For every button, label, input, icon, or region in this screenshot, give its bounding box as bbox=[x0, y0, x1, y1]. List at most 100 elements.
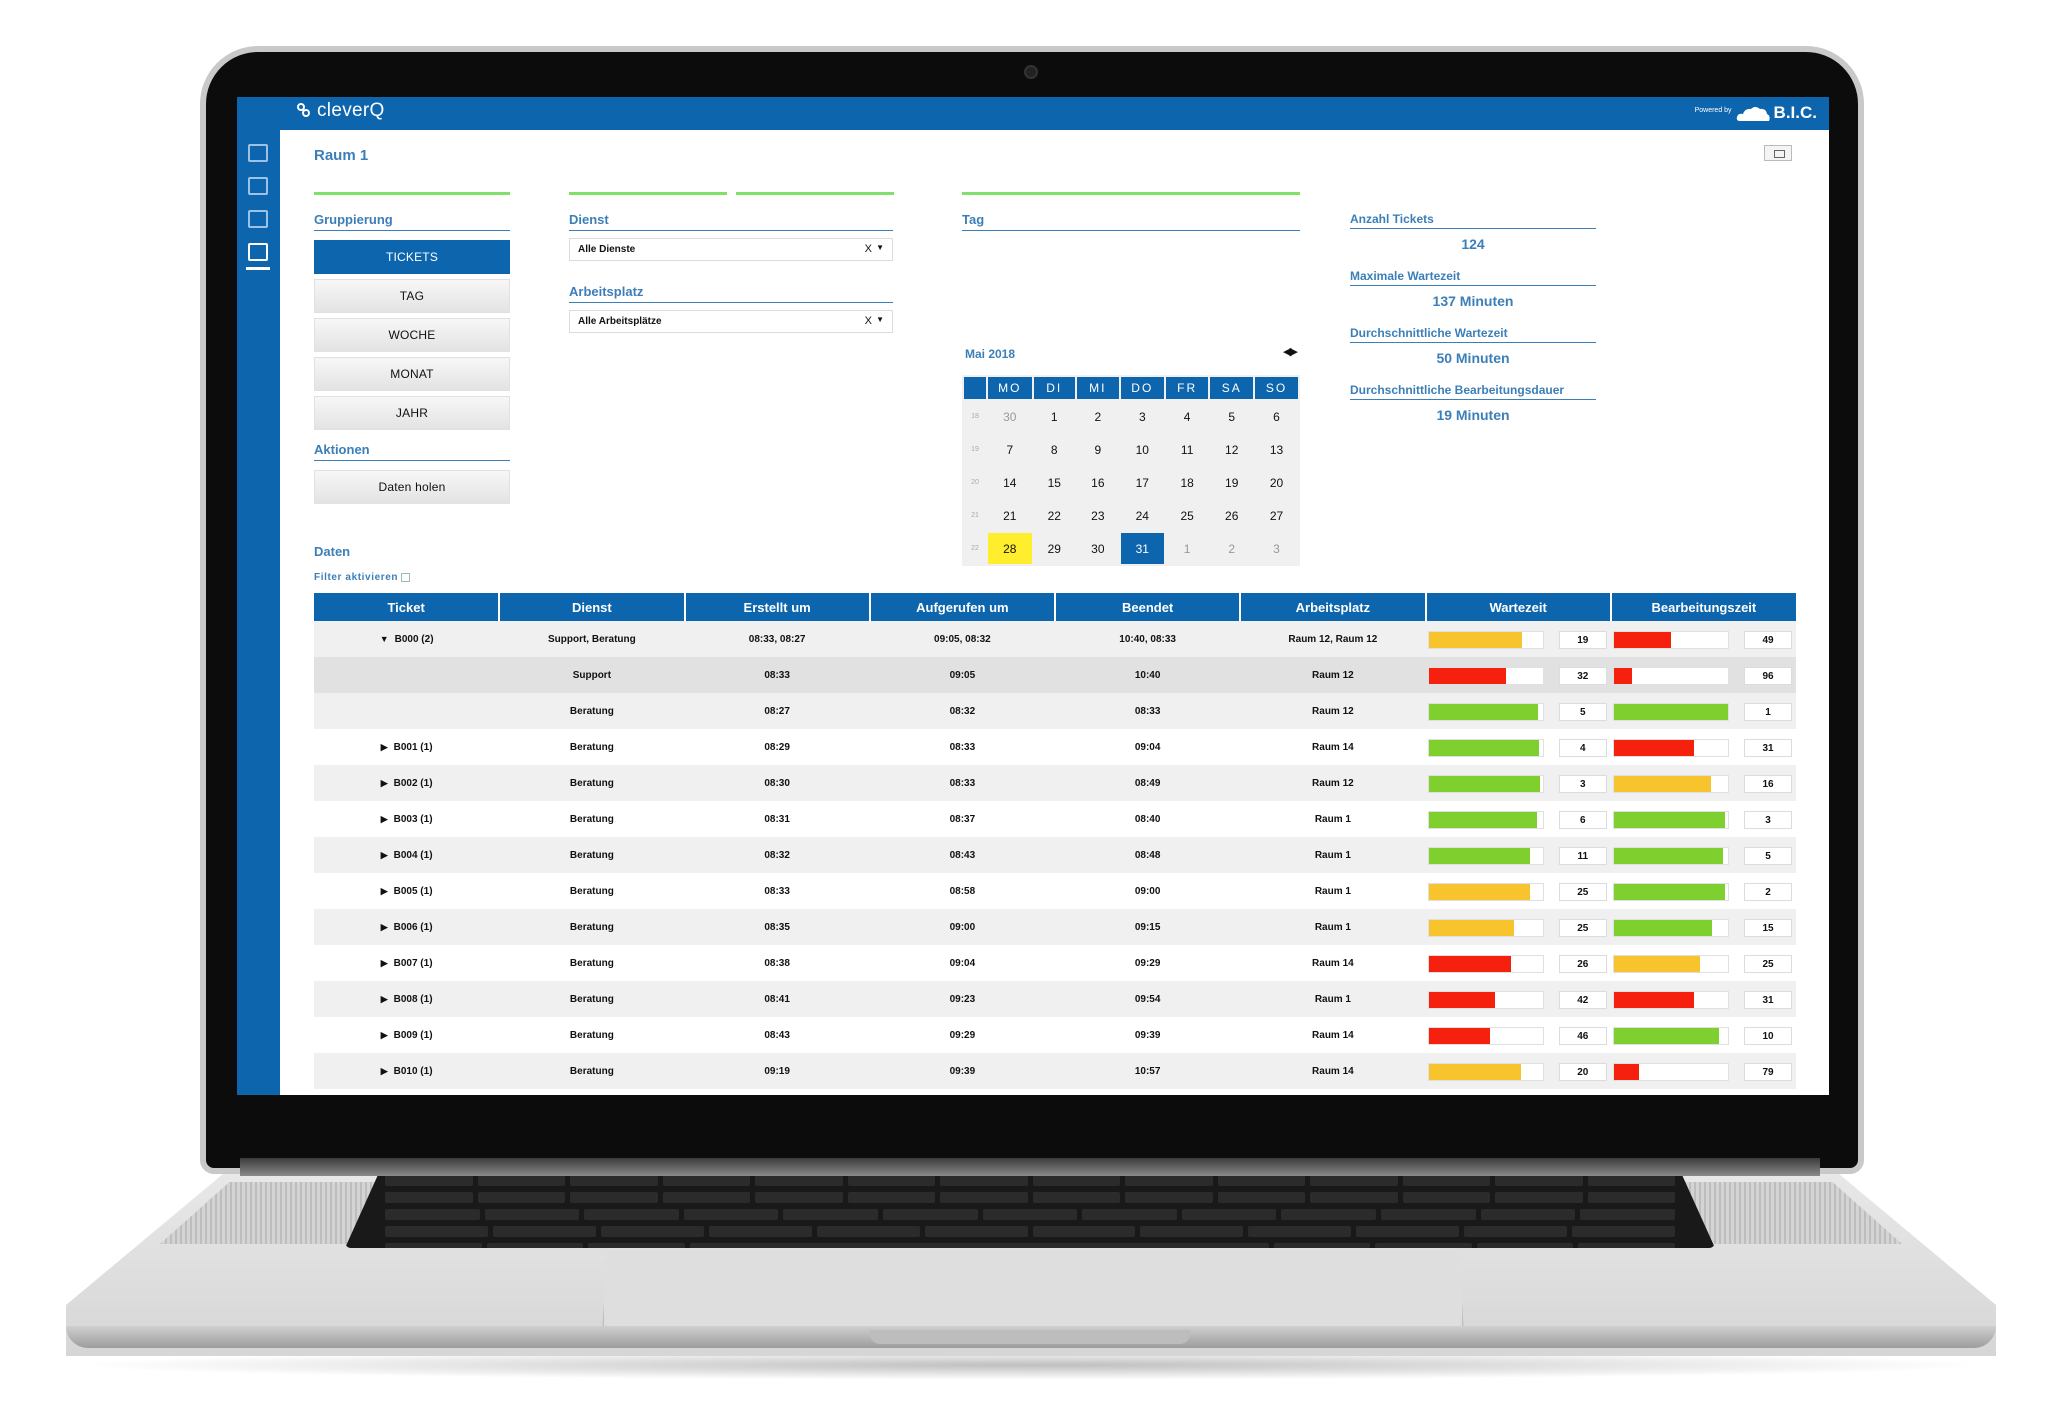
calendar-day[interactable]: 19 bbox=[1225, 475, 1239, 490]
calendar-day[interactable]: 30 bbox=[1003, 409, 1017, 424]
clear-icon[interactable]: X bbox=[864, 243, 872, 255]
calendar-day[interactable]: 15 bbox=[1047, 475, 1061, 490]
filter-checkbox[interactable] bbox=[401, 573, 411, 582]
table-row[interactable]: ▶ B005 (1) Beratung 08:33 08:58 09:00 Raum 1 25… bbox=[314, 873, 1796, 909]
expand-icon[interactable]: ▶ bbox=[380, 741, 388, 752]
calendar-day[interactable]: 8 bbox=[1050, 442, 1058, 457]
expand-icon[interactable]: ▶ bbox=[380, 813, 388, 824]
calendar-day[interactable]: 11 bbox=[1180, 442, 1194, 457]
column-header[interactable]: Bearbeitungszeit bbox=[1609, 593, 1796, 621]
table-row[interactable]: ▶ B009 (1) Beratung 08:43 09:29 09:39 Raum 14 4… bbox=[314, 1017, 1796, 1053]
expand-icon[interactable]: ▶ bbox=[380, 993, 388, 1004]
calendar-day[interactable]: 18 bbox=[1180, 475, 1194, 490]
calendar-day[interactable]: 5 bbox=[1228, 409, 1236, 424]
calendar-icon[interactable] bbox=[248, 210, 268, 228]
calendar-day[interactable]: 26 bbox=[1225, 508, 1239, 523]
calendar-day[interactable]: 31 bbox=[1120, 533, 1164, 564]
expand-icon[interactable]: ▶ bbox=[380, 885, 388, 896]
calendar-day[interactable]: 1 bbox=[1183, 541, 1191, 556]
calendar-day[interactable]: 24 bbox=[1135, 508, 1149, 523]
table-row[interactable]: ▶ B006 (1) Beratung 08:35 09:00 09:15 Raum 1 25… bbox=[314, 909, 1796, 945]
calendar-day[interactable]: 20 bbox=[1269, 475, 1284, 490]
calendar-day[interactable]: 2 bbox=[1228, 541, 1236, 556]
ticket-cell[interactable]: ▶ B006 (1) bbox=[314, 909, 500, 945]
ticket-cell[interactable]: ▶ B005 (1) bbox=[314, 873, 500, 909]
calendar-day[interactable]: 7 bbox=[1006, 442, 1014, 457]
table-row[interactable]: ▶ B001 (1) Beratung 08:29 08:33 09:04 Raum 14 4… bbox=[314, 729, 1796, 765]
ticket-cell[interactable]: ▶ B002 (1) bbox=[314, 765, 500, 801]
group-button-woche[interactable]: WOCHE bbox=[314, 318, 510, 352]
calendar-day[interactable]: 14 bbox=[1003, 475, 1017, 490]
column-header[interactable]: Wartezeit bbox=[1424, 593, 1611, 621]
table-row[interactable]: ▶ B010 (1) Beratung 09:19 09:39 10:57 Raum 14 2… bbox=[314, 1053, 1796, 1089]
table-row[interactable]: ▶ B008 (1) Beratung 08:41 09:23 09:54 Raum 1 42… bbox=[314, 981, 1796, 1017]
calendar-day[interactable]: 23 bbox=[1091, 508, 1105, 523]
window-restore-button[interactable] bbox=[1764, 145, 1792, 161]
expand-icon[interactable]: ▶ bbox=[380, 957, 388, 968]
daten-holen-button[interactable]: Daten holen bbox=[314, 470, 510, 504]
chevron-down-icon[interactable]: ▼ bbox=[876, 243, 884, 252]
calendar-day[interactable]: 27 bbox=[1269, 508, 1284, 523]
calendar-day[interactable]: 9 bbox=[1094, 442, 1102, 457]
ticket-cell[interactable] bbox=[314, 657, 500, 693]
column-header[interactable]: Ticket bbox=[314, 593, 500, 621]
calendar-day[interactable]: 3 bbox=[1138, 409, 1146, 424]
group-button-jahr[interactable]: JAHR bbox=[314, 396, 510, 430]
expand-icon[interactable]: ▶ bbox=[380, 849, 388, 860]
calendar-day[interactable]: 10 bbox=[1135, 442, 1149, 457]
calendar-day[interactable]: 16 bbox=[1091, 475, 1105, 490]
expand-icon[interactable]: ▶ bbox=[380, 921, 388, 932]
table-row[interactable]: ▶ B007 (1) Beratung 08:38 09:04 09:29 Raum 14 2… bbox=[314, 945, 1796, 981]
ticket-cell[interactable]: ▶ B001 (1) bbox=[314, 729, 500, 765]
filter-toggle[interactable]: Filter aktivieren bbox=[314, 572, 411, 583]
next-month-icon[interactable]: ▶ bbox=[1289, 346, 1298, 358]
calendar-day[interactable]: 12 bbox=[1225, 442, 1239, 457]
column-header[interactable]: Beendet bbox=[1053, 593, 1241, 621]
arbeitsplatz-select[interactable]: Alle Arbeitsplätze X ▼ bbox=[569, 310, 893, 333]
column-header[interactable]: Dienst bbox=[498, 593, 685, 621]
calendar-day[interactable]: 30 bbox=[1091, 541, 1105, 556]
ticket-cell[interactable]: ▶ B010 (1) bbox=[314, 1053, 500, 1089]
expand-icon[interactable]: ▼ bbox=[379, 634, 389, 644]
calendar-day[interactable]: 21 bbox=[1003, 508, 1017, 523]
column-header[interactable]: Arbeitsplatz bbox=[1239, 593, 1426, 621]
clear-icon[interactable]: X bbox=[864, 315, 872, 327]
list-icon[interactable] bbox=[248, 177, 268, 195]
expand-icon[interactable]: ▶ bbox=[380, 777, 388, 788]
chevron-down-icon[interactable]: ▼ bbox=[876, 315, 884, 324]
ticket-cell[interactable]: ▶ B004 (1) bbox=[314, 837, 500, 873]
ticket-cell[interactable]: ▶ B009 (1) bbox=[314, 1017, 500, 1053]
brand-logo[interactable]: cleverQ bbox=[297, 100, 385, 122]
table-row[interactable]: ▶ B003 (1) Beratung 08:31 08:37 08:40 Raum 1 6 3 bbox=[314, 801, 1796, 837]
ticket-cell[interactable]: ▶ B007 (1) bbox=[314, 945, 500, 981]
group-button-tickets[interactable]: TICKETS bbox=[314, 240, 510, 274]
expand-icon[interactable]: ▶ bbox=[380, 1065, 388, 1076]
prev-month-icon[interactable]: ◀ bbox=[1283, 346, 1292, 358]
calendar-day[interactable]: 22 bbox=[1047, 508, 1061, 523]
calendar-day[interactable]: 1 bbox=[1050, 409, 1058, 424]
calendar-day[interactable]: 4 bbox=[1183, 409, 1191, 424]
column-header[interactable]: Aufgerufen um bbox=[868, 593, 1055, 621]
table-row[interactable]: ▼ B000 (2) Support, Beratung 08:33, 08:27 09… bbox=[314, 621, 1796, 657]
expand-icon[interactable]: ▶ bbox=[380, 1029, 388, 1040]
ticket-cell[interactable] bbox=[314, 693, 500, 729]
calendar-day[interactable]: 29 bbox=[1047, 541, 1061, 556]
calendar-day[interactable]: 13 bbox=[1269, 442, 1284, 457]
calendar-day[interactable]: 2 bbox=[1094, 409, 1102, 424]
ticket-cell[interactable]: ▼ B000 (2) bbox=[314, 621, 500, 657]
chart-icon[interactable] bbox=[248, 243, 268, 261]
table-row[interactable]: ▶ B002 (1) Beratung 08:30 08:33 08:49 Raum 12 3… bbox=[314, 765, 1796, 801]
column-header[interactable]: Erstellt um bbox=[683, 593, 870, 621]
monitor-icon[interactable] bbox=[248, 144, 268, 162]
group-button-monat[interactable]: MONAT bbox=[314, 357, 510, 391]
group-button-tag[interactable]: TAG bbox=[314, 279, 510, 313]
table-row[interactable]: Support 08:33 09:05 10:40 Raum 12 32 96 bbox=[314, 657, 1796, 693]
ticket-cell[interactable]: ▶ B008 (1) bbox=[314, 981, 500, 1017]
dienst-select[interactable]: Alle Dienste X ▼ bbox=[569, 238, 893, 261]
ticket-cell[interactable]: ▶ B003 (1) bbox=[314, 801, 500, 837]
calendar-day[interactable]: 6 bbox=[1273, 409, 1280, 424]
calendar-day[interactable]: 3 bbox=[1273, 541, 1280, 556]
table-row[interactable]: ▶ B004 (1) Beratung 08:32 08:43 08:48 Raum 1 11… bbox=[314, 837, 1796, 873]
table-row[interactable]: Beratung 08:27 08:32 08:33 Raum 12 5 1 bbox=[314, 693, 1796, 729]
calendar-day[interactable]: 17 bbox=[1135, 475, 1149, 490]
